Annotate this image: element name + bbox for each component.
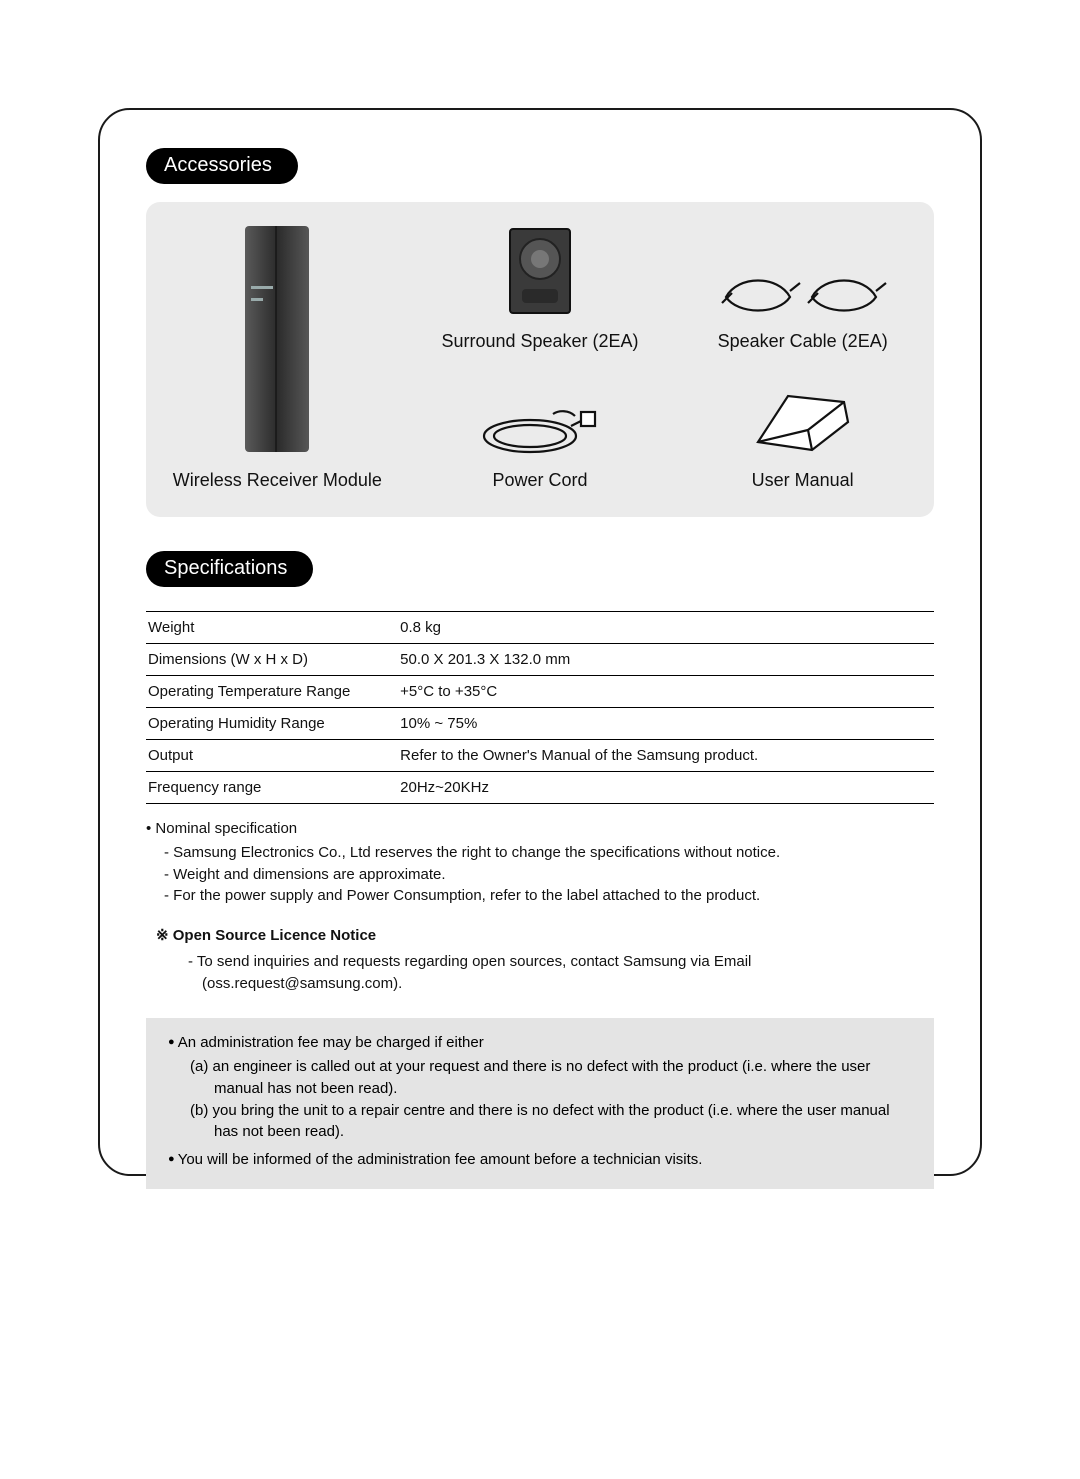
spec-value: 50.0 X 201.3 X 132.0 mm [398, 644, 934, 676]
notes-block: Nominal specification - Samsung Electron… [146, 818, 934, 994]
page-frame: Accessories Wireless Receiver Module [98, 108, 982, 1176]
spec-key: Dimensions (W x H x D) [146, 644, 398, 676]
accessory-manual: User Manual [671, 392, 934, 492]
spec-key: Operating Humidity Range [146, 708, 398, 740]
spec-key: Frequency range [146, 772, 398, 804]
specifications-table: Weight0.8 kgDimensions (W x H x D)50.0 X… [146, 611, 934, 804]
speaker-cable-icon [718, 269, 888, 317]
admin-inform: You will be informed of the administrati… [166, 1149, 914, 1171]
admin-item-b: (b) you bring the unit to a repair centr… [166, 1100, 914, 1144]
accessory-label: Power Cord [492, 470, 587, 491]
spec-value: 20Hz~20KHz [398, 772, 934, 804]
spec-key: Operating Temperature Range [146, 676, 398, 708]
nominal-spec-title: Nominal specification [146, 818, 934, 840]
table-row: OutputRefer to the Owner's Manual of the… [146, 740, 934, 772]
accessory-cable: Speaker Cable (2EA) [671, 226, 934, 352]
nominal-note: - Samsung Electronics Co., Ltd reserves … [146, 842, 934, 864]
accessories-panel: Wireless Receiver Module Surround Speake… [146, 202, 934, 517]
admin-intro: An administration fee may be charged if … [166, 1032, 914, 1054]
oss-item: - To send inquiries and requests regardi… [146, 951, 934, 995]
accessory-label: Wireless Receiver Module [173, 470, 382, 491]
spec-value: 0.8 kg [398, 612, 934, 644]
accessory-label: Surround Speaker (2EA) [441, 331, 638, 352]
oss-heading: Open Source Licence Notice [156, 925, 934, 947]
admin-item-a: (a) an engineer is called out at your re… [166, 1056, 914, 1100]
spec-value: 10% ~ 75% [398, 708, 934, 740]
spec-key: Output [146, 740, 398, 772]
admin-fee-box: An administration fee may be charged if … [146, 1018, 934, 1189]
oss-item-text: To send inquiries and requests regarding… [197, 953, 751, 992]
user-manual-icon [748, 392, 858, 456]
accessory-label: User Manual [752, 470, 854, 491]
table-row: Operating Humidity Range10% ~ 75% [146, 708, 934, 740]
table-row: Weight0.8 kg [146, 612, 934, 644]
accessory-label: Speaker Cable (2EA) [718, 331, 888, 352]
spec-value: +5°C to +35°C [398, 676, 934, 708]
accessory-speaker: Surround Speaker (2EA) [409, 226, 672, 352]
accessory-receiver: Wireless Receiver Module [146, 226, 409, 491]
spec-value: Refer to the Owner's Manual of the Samsu… [398, 740, 934, 772]
power-cord-icon [475, 406, 605, 456]
receiver-module-icon [239, 226, 315, 456]
nominal-note: - Weight and dimensions are approximate. [146, 864, 934, 886]
table-row: Frequency range20Hz~20KHz [146, 772, 934, 804]
table-row: Operating Temperature Range+5°C to +35°C [146, 676, 934, 708]
table-row: Dimensions (W x H x D)50.0 X 201.3 X 132… [146, 644, 934, 676]
nominal-note: - For the power supply and Power Consump… [146, 885, 934, 907]
surround-speaker-icon [504, 227, 576, 317]
specifications-heading: Specifications [146, 551, 313, 587]
accessories-heading: Accessories [146, 148, 298, 184]
accessory-powercord: Power Cord [409, 392, 672, 492]
spec-key: Weight [146, 612, 398, 644]
